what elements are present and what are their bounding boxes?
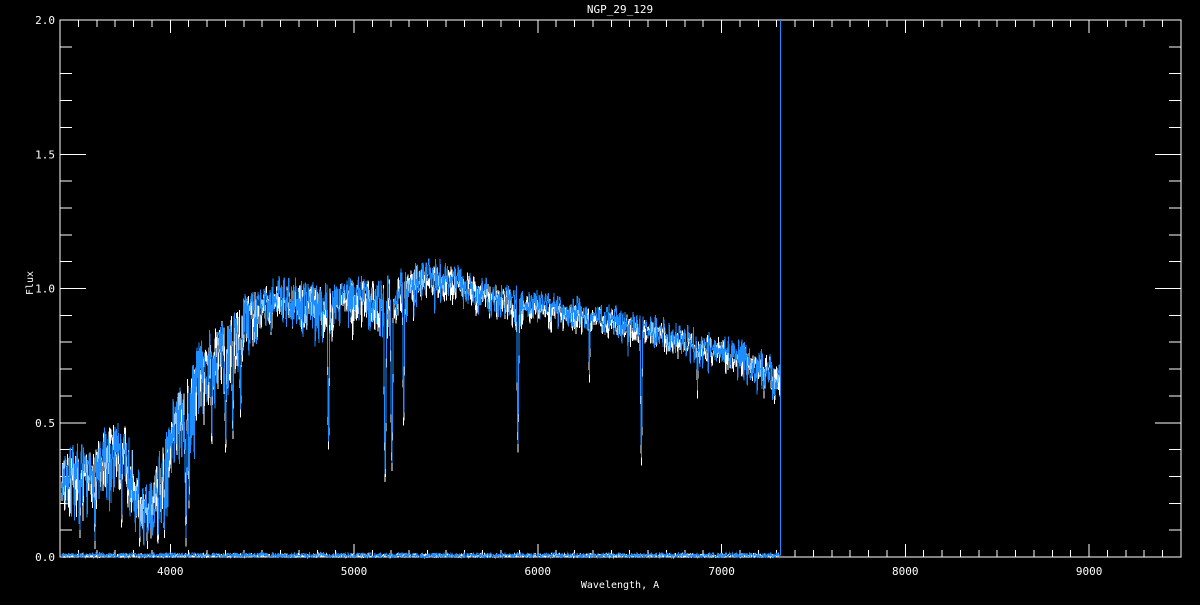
x-axis-label: Wavelength, A bbox=[581, 580, 659, 591]
x-tick-label: 7000 bbox=[708, 565, 735, 578]
y-tick-label: 1.5 bbox=[35, 148, 55, 161]
tick-labels: 4000 5000 6000 7000 8000 9000 0.0 0.5 1.0 1.5 2.0 bbox=[35, 14, 1102, 578]
x-tick-label: 6000 bbox=[525, 565, 552, 578]
x-tick-label: 4000 bbox=[157, 565, 184, 578]
observed-spectrum-line bbox=[61, 258, 781, 546]
y-tick-label: 0.5 bbox=[35, 417, 55, 430]
y-tick-label: 1.0 bbox=[35, 283, 55, 296]
observed-baseline bbox=[61, 551, 781, 559]
y-tick-label: 0.0 bbox=[35, 551, 55, 564]
chart-title: NGP_29_129 bbox=[587, 3, 653, 16]
x-tick-label: 9000 bbox=[1076, 565, 1103, 578]
y-tick-label: 2.0 bbox=[35, 14, 55, 27]
y-axis-label: Flux bbox=[25, 271, 36, 295]
spectrum-series bbox=[61, 20, 781, 559]
template-spectrum-line bbox=[61, 265, 781, 549]
x-tick-label: 5000 bbox=[341, 565, 368, 578]
axes bbox=[59, 19, 1182, 558]
x-tick-label: 8000 bbox=[892, 565, 919, 578]
